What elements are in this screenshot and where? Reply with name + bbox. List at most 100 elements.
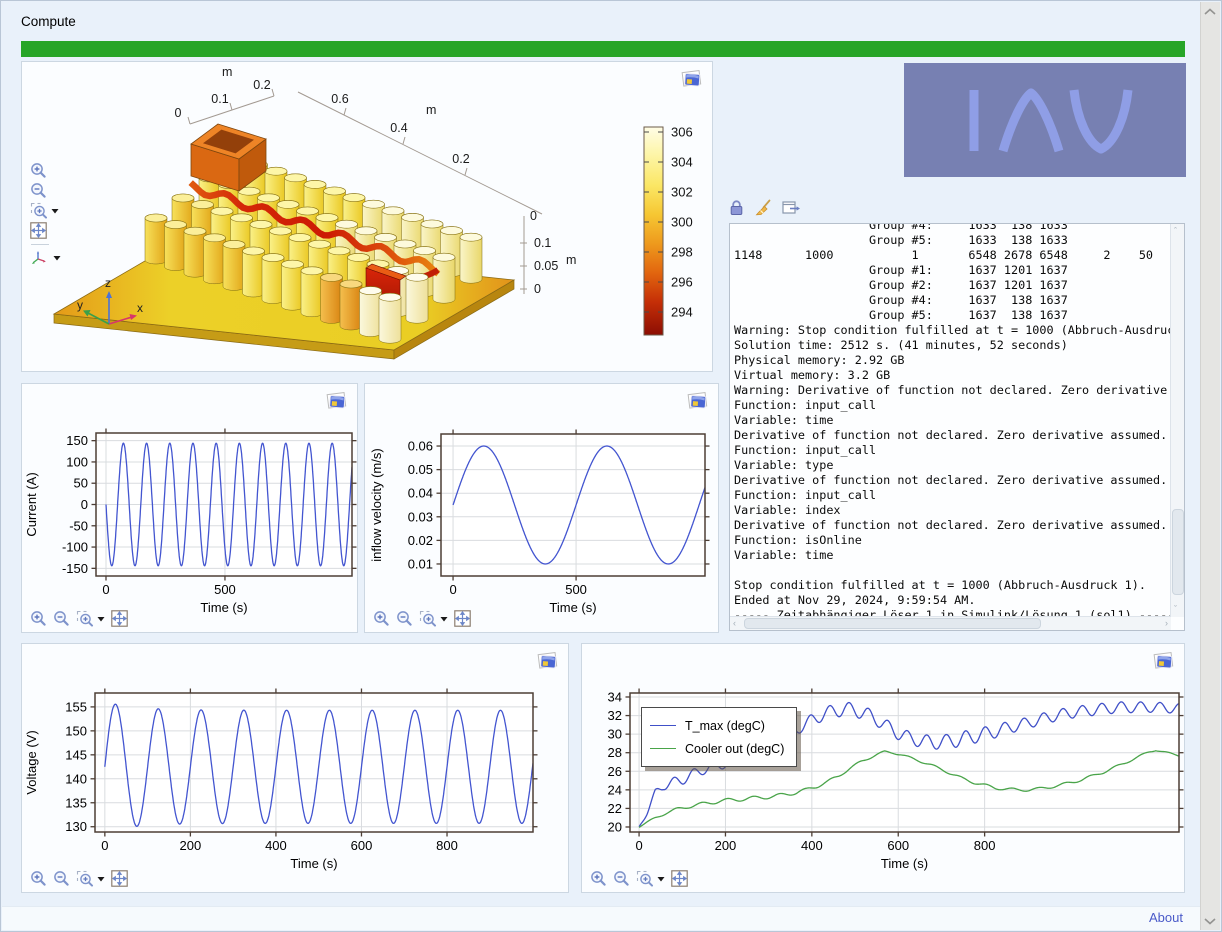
zoom-out-icon[interactable] <box>53 870 70 887</box>
default-view-icon[interactable] <box>30 250 50 266</box>
3d-view-panel: 0 0.1 0.2 m 0.6 0.4 0.2 m 0 0.1 0.05 0 m z y x 306 304 302… <box>21 61 713 372</box>
svg-text:0.1: 0.1 <box>211 92 228 106</box>
legend-label: T_max (degC) <box>685 718 765 733</box>
zoom-box-icon[interactable] <box>76 870 94 887</box>
image-snapshot-button[interactable] <box>1152 651 1176 672</box>
log-vertical-scrollbar[interactable]: ˆ ˇ <box>1170 224 1184 617</box>
temperature-plot-panel: 0 200 400 600 800 34 32 30 28 26 24 22 20 Time (s) T_… <box>581 643 1185 893</box>
dropdown-caret[interactable] <box>51 208 59 214</box>
svg-text:298: 298 <box>671 245 693 260</box>
iav-logo <box>904 63 1186 177</box>
dropdown-caret[interactable] <box>97 616 105 622</box>
current-plot-panel: 0 500 150 100 50 0 -50 -100 -150 Time (s) Current … <box>21 383 358 633</box>
log-output[interactable]: Group #4: 1633 138 1633 Group #5: 1633 1… <box>729 223 1185 631</box>
svg-text:0: 0 <box>101 838 108 853</box>
dropdown-caret[interactable] <box>440 616 448 622</box>
toolbar-item <box>782 200 801 215</box>
scroll-right-icon[interactable]: › <box>1165 618 1168 628</box>
scroll-down-icon[interactable] <box>1201 915 1219 927</box>
toolbar-item <box>30 250 61 266</box>
toolbar-item <box>1152 651 1176 672</box>
svg-text:34: 34 <box>608 689 622 704</box>
toolbar-item <box>30 162 47 179</box>
scroll-up-icon[interactable] <box>1201 5 1219 17</box>
log-hscroll-thumb[interactable] <box>744 618 1041 629</box>
lock-icon[interactable] <box>729 199 744 216</box>
svg-text:500: 500 <box>214 582 236 597</box>
log-vscroll-thumb[interactable] <box>1172 509 1184 595</box>
zoom-in-icon[interactable] <box>30 610 47 627</box>
dropdown-caret[interactable] <box>657 876 665 882</box>
toolbar-item <box>613 870 630 887</box>
zoom-in-icon[interactable] <box>30 162 47 179</box>
svg-text:-50: -50 <box>69 518 88 533</box>
svg-text:30: 30 <box>608 727 622 742</box>
toolbar-item <box>30 182 47 199</box>
3d-battery-scene[interactable]: 0 0.1 0.2 m 0.6 0.4 0.2 m 0 0.1 0.05 0 m z y x 306 304 302… <box>22 62 712 371</box>
svg-text:inflow velocity (m/s): inflow velocity (m/s) <box>369 448 384 561</box>
svg-text:294: 294 <box>671 305 693 320</box>
scroll-down-icon[interactable]: ˇ <box>1174 604 1177 614</box>
toolbar-item <box>590 870 607 887</box>
inflow-velocity-plot-canvas[interactable]: 0 500 0.06 0.05 0.04 0.03 0.02 0.01 Time (s) infl… <box>365 384 718 632</box>
image-snapshot-button[interactable] <box>680 69 704 90</box>
image-snapshot-button[interactable] <box>536 651 560 672</box>
temperature-plot-canvas[interactable]: 0 200 400 600 800 34 32 30 28 26 24 22 20 Time (s) <box>582 644 1184 892</box>
svg-text:0.06: 0.06 <box>408 439 433 454</box>
image-snapshot-icon[interactable] <box>686 391 710 412</box>
svg-text:22: 22 <box>608 801 622 816</box>
toolbar-item <box>111 870 128 887</box>
zoom-out-icon[interactable] <box>30 182 47 199</box>
toolbar-item <box>636 870 665 887</box>
toolbar-item <box>680 69 704 90</box>
scroll-left-icon[interactable]: ‹ <box>733 618 736 628</box>
image-snapshot-icon[interactable] <box>325 391 349 412</box>
image-snapshot-button[interactable] <box>686 391 710 412</box>
scroll-up-icon[interactable]: ˆ <box>1174 226 1177 236</box>
log-toolbar <box>729 197 801 217</box>
zoom-in-icon[interactable] <box>30 870 47 887</box>
svg-text:m: m <box>426 103 436 117</box>
zoom-extents-icon[interactable] <box>454 610 471 627</box>
zoom-extents-icon[interactable] <box>30 222 47 239</box>
zoom-extents-icon[interactable] <box>111 610 128 627</box>
clear-log-icon[interactable] <box>755 199 771 216</box>
svg-text:0: 0 <box>175 106 182 120</box>
zoom-out-icon[interactable] <box>396 610 413 627</box>
image-snapshot-icon[interactable] <box>680 69 704 90</box>
zoom-extents-icon[interactable] <box>671 870 688 887</box>
voltage-plot-canvas[interactable]: 0 200 400 600 800 155 150 145 140 135 130 Time (s) V… <box>22 644 568 892</box>
svg-text:Voltage (V): Voltage (V) <box>24 730 39 794</box>
zoom-extents-icon[interactable] <box>111 870 128 887</box>
toolbar-item <box>536 651 560 672</box>
image-snapshot-icon[interactable] <box>536 651 560 672</box>
about-link[interactable]: About <box>1149 910 1183 925</box>
svg-text:28: 28 <box>608 745 622 760</box>
open-log-in-window-icon[interactable] <box>782 200 801 215</box>
zoom-in-icon[interactable] <box>373 610 390 627</box>
dropdown-caret[interactable] <box>53 255 61 261</box>
compute-button[interactable]: Compute <box>21 14 76 29</box>
image-snapshot-button[interactable] <box>325 391 349 412</box>
zoom-out-icon[interactable] <box>53 610 70 627</box>
zoom-box-icon[interactable] <box>76 610 94 627</box>
plot-legend: T_max (degC) Cooler out (degC) <box>641 707 798 767</box>
toolbar-item <box>686 391 710 412</box>
zoom-box-icon[interactable] <box>636 870 654 887</box>
dropdown-caret[interactable] <box>97 876 105 882</box>
zoom-box-icon[interactable] <box>30 202 48 219</box>
main-vertical-scrollbar[interactable] <box>1200 2 1220 930</box>
zoom-box-icon[interactable] <box>419 610 437 627</box>
image-snapshot-icon[interactable] <box>1152 651 1176 672</box>
temperature-plot-toolbar <box>590 870 688 887</box>
zoom-out-icon[interactable] <box>613 870 630 887</box>
svg-text:0.04: 0.04 <box>408 486 433 501</box>
svg-text:0.2: 0.2 <box>253 78 270 92</box>
svg-text:Current (A): Current (A) <box>24 472 39 536</box>
compute-progress-bar <box>21 41 1185 57</box>
log-horizontal-scrollbar[interactable]: ‹ › <box>730 616 1171 630</box>
zoom-in-icon[interactable] <box>590 870 607 887</box>
voltage-plot-panel: 0 200 400 600 800 155 150 145 140 135 130 Time (s) V… <box>21 643 569 893</box>
toolbar-item <box>396 610 413 627</box>
